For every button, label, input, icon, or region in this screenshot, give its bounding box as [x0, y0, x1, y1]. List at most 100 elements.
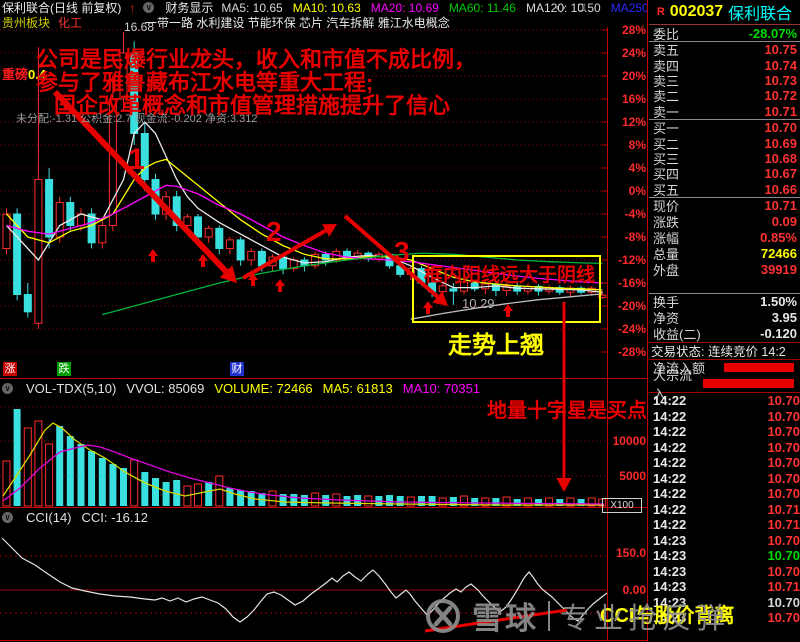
tick-row[interactable]: 14:22 10.70 [649, 393, 800, 409]
tick-row[interactable]: 14:23 10.71 [649, 579, 800, 595]
axis-label: 150.0 [615, 546, 646, 560]
sell-level-row[interactable]: 卖四 10.74 [649, 57, 800, 74]
buy-level-row[interactable]: 买三 10.68 [649, 151, 800, 167]
shortcut-button-3[interactable]: 财 [230, 362, 244, 376]
tick-time: 14:22 [653, 486, 687, 502]
stat-row[interactable]: 净资 3.95 [649, 310, 800, 326]
watermark-tagline: 专业抢反弹 [560, 602, 731, 635]
axis-label: -16% [617, 276, 646, 290]
axis-label: 0.00 [622, 583, 646, 597]
quote-row[interactable]: 外盘 39919 [649, 262, 800, 278]
panel-separator [649, 358, 800, 360]
sell-level-row[interactable]: 卖五 10.75 [649, 42, 800, 58]
field-label: 现价 [653, 199, 680, 215]
level-label: 买三 [653, 151, 680, 167]
tick-price: 10.70 [767, 548, 800, 564]
panel-spacer [649, 278, 800, 293]
main-chart[interactable] [0, 0, 648, 642]
tick-time: 14:22 [653, 408, 687, 424]
quote-row[interactable]: 涨跌 0.09 [649, 214, 800, 230]
wave-label-3: 3 [394, 236, 410, 267]
tick-row[interactable]: 14:22 10.71 [649, 517, 800, 533]
tick-row[interactable]: 14:23 10.70 [649, 594, 800, 610]
tick-row[interactable]: 14:22 10.70 [649, 486, 800, 502]
sell-level-row[interactable]: 卖一 10.71 [649, 104, 800, 120]
tick-row[interactable]: 14:22 10.70 [649, 470, 800, 486]
concept-tags[interactable]: 一带一路 水利建设 节能环保 芯片 汽车拆解 雅江水电概念 [145, 16, 450, 30]
sell-level-row[interactable]: 卖三 10.73 [649, 72, 800, 89]
finance-display-button[interactable]: 财务显示 [165, 1, 214, 15]
stock-title-row[interactable]: R 002037 保利联合 [649, 0, 800, 24]
tick-row[interactable]: 14:22 10.70 [649, 424, 800, 440]
quote-row[interactable]: 总量 72466 [649, 246, 800, 262]
window-icon[interactable]: □ [578, 0, 586, 14]
tick-row[interactable]: 14:23 10.70 [649, 610, 800, 626]
tick-time: 14:22 [653, 501, 687, 517]
quote-row[interactable]: 涨幅 0.85% [649, 230, 800, 246]
trade-status-row: 交易状态: 连续竞价 14:2 [651, 345, 786, 359]
flow-row[interactable]: 大宗流入 [649, 368, 800, 402]
tick-price: 10.71 [767, 501, 800, 517]
pane-divider [0, 507, 648, 508]
buy-level-row[interactable]: 买五 10.66 [649, 182, 800, 198]
sell-level-row[interactable]: 卖二 10.72 [649, 88, 800, 104]
field-label: 总量 [653, 247, 680, 263]
field-label: 净资 [653, 311, 680, 327]
field-value: 10.71 [764, 198, 797, 214]
cci-divergence-annotation: CCI与股价背离 [600, 605, 735, 627]
tick-time: 14:22 [653, 424, 687, 440]
tick-time: 14:23 [653, 579, 687, 595]
tick-price: 10.70 [767, 424, 800, 440]
tick-row[interactable]: 14:23 10.70 [649, 548, 800, 564]
flow-label: 净流入额 [653, 361, 706, 377]
shortcut-button-1[interactable]: 涨 [3, 362, 17, 376]
indicator-header-text: VVOL: 85069 [126, 381, 205, 396]
tick-row[interactable]: 14:22 10.70 [649, 439, 800, 455]
cci-header: ∨ CCI(14) CCI: -16.12 [2, 510, 148, 525]
field-value: 3.95 [771, 310, 797, 326]
level-label: 买四 [653, 167, 680, 183]
panel-separator [649, 341, 800, 343]
commentary-text: 公司是民爆行业龙头，收入和市值不成比例， 参与了雅鲁藏布江水电等重大工程; 国企… [36, 47, 477, 118]
tick-row[interactable]: 14:23 10.70 [649, 532, 800, 548]
ma-legend-item: MA20: 10.69 [370, 0, 439, 15]
quote-row[interactable]: 现价 10.71 [649, 198, 800, 214]
tick-row[interactable]: 14:23 10.70 [649, 563, 800, 579]
ma-legend-item: MA10: 10.63 [292, 0, 361, 15]
buy-level-row[interactable]: 买一 10.70 [649, 120, 800, 136]
field-value: 1.50% [760, 294, 797, 310]
panel-separator [649, 292, 800, 294]
axis-label: -20% [617, 299, 646, 313]
collapse-chevron-icon[interactable]: ∨ [2, 512, 13, 523]
tick-row[interactable]: 14:22 10.71 [649, 501, 800, 517]
tick-time: 14:22 [653, 517, 687, 533]
buy-level-row[interactable]: 买二 10.69 [649, 135, 800, 152]
tick-time: 14:22 [653, 455, 687, 471]
field-value: 0.85% [760, 230, 797, 246]
axis-label: -28% [617, 345, 646, 359]
tick-time: 14:22 [653, 393, 687, 409]
flow-row[interactable]: 净流入额 [649, 360, 800, 376]
tick-price: 10.70 [767, 439, 800, 455]
level-price: 10.73 [764, 72, 797, 88]
level-label: 卖一 [653, 104, 680, 120]
tick-price: 10.70 [767, 563, 800, 579]
level-label: 卖四 [653, 58, 680, 74]
collapse-chevron-icon[interactable]: ∨ [2, 383, 13, 394]
sector-tag-2[interactable]: 化工 [58, 16, 83, 30]
high-price-label: 16.68 [124, 20, 155, 34]
stat-row[interactable]: 收益(二) -0.120 [649, 326, 800, 342]
sector-tag[interactable]: 贵州板块 [2, 16, 51, 30]
chevron-circle-icon[interactable]: ∨ [143, 2, 155, 13]
tick-row[interactable]: 14:22 10.70 [649, 408, 800, 424]
shortcut-button-2[interactable]: 跌 [57, 362, 71, 376]
xueqiu-logo-icon [426, 598, 460, 633]
tick-row[interactable]: 14:22 10.70 [649, 455, 800, 471]
concept-bar: 贵州板块 化工 一带一路 水利建设 节能环保 芯片 汽车拆解 雅江水电概念 [2, 14, 450, 30]
diamond-icon[interactable]: ◇ [556, 0, 566, 14]
buy-level-row[interactable]: 买四 10.67 [649, 166, 800, 183]
level-label: 买二 [653, 136, 680, 152]
stat-row[interactable]: 换手 1.50% [649, 294, 800, 310]
indicator-header-text: VOL-TDX(5,10) [26, 381, 117, 396]
axis-label: 5000 [619, 469, 646, 483]
